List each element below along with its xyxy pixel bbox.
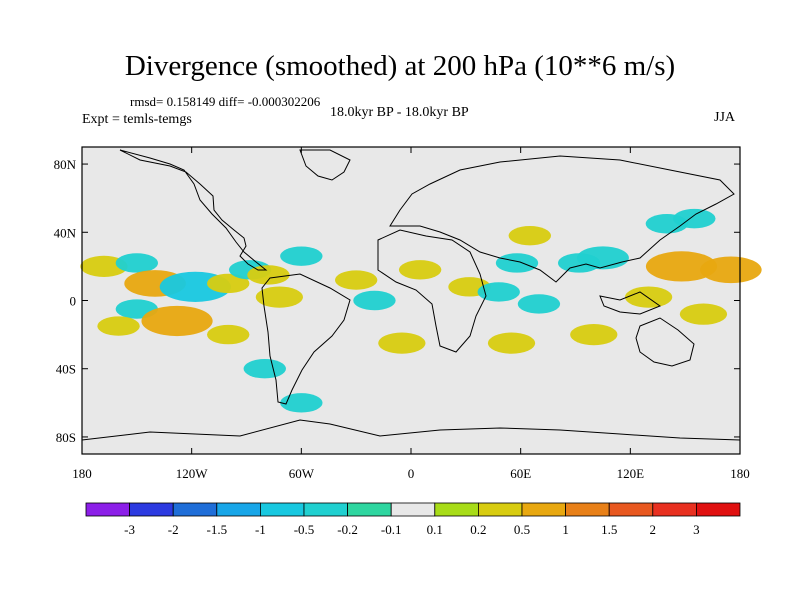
- anomaly-blob: [700, 256, 762, 284]
- anomaly-blob: [255, 286, 303, 308]
- colorbar-swatch: [565, 502, 610, 517]
- anomaly-blob: [247, 265, 290, 285]
- period-label: 18.0kyr BP - 18.0kyr BP: [330, 105, 469, 120]
- coastline-eurasia: [389, 155, 735, 283]
- anomaly-blob: [80, 255, 128, 277]
- coastline-south-america: [261, 273, 351, 405]
- x-tick-label: 0: [408, 466, 415, 481]
- anomaly-blob: [517, 294, 561, 314]
- anomaly-blob: [243, 359, 286, 379]
- colorbar-label: -3: [124, 522, 135, 537]
- colorbar-swatch: [696, 502, 741, 517]
- anomaly-blob: [625, 286, 673, 308]
- y-tick-label: 0: [70, 294, 77, 309]
- chart-title: Divergence (smoothed) at 200 hPa (10**6 …: [124, 50, 676, 82]
- colorbar-swatch: [303, 502, 348, 517]
- anomaly-blob: [378, 332, 426, 354]
- colorbar-swatch: [129, 502, 174, 517]
- coastlines: [81, 149, 741, 441]
- coastline-maritime-continent: [599, 291, 662, 315]
- anomaly-blob: [398, 260, 442, 280]
- experiment-label: Expt = temls-temgs: [82, 112, 192, 127]
- colorbar-swatch: [259, 502, 305, 517]
- x-tick-label: 180: [72, 466, 92, 481]
- y-tick-label: 40S: [56, 362, 76, 377]
- anomaly-blob: [97, 316, 140, 336]
- colorbar-label: -2: [168, 522, 179, 537]
- anomaly-blob: [334, 270, 378, 290]
- colorbar-label: 3: [693, 522, 700, 537]
- colorbar-swatch: [652, 502, 697, 517]
- x-tick-label: 120W: [176, 466, 209, 481]
- colorbar-label: -0.5: [294, 522, 315, 537]
- colorbar-swatch: [434, 502, 479, 517]
- anomaly-blob: [115, 253, 159, 273]
- coastline-antarctica: [81, 419, 741, 441]
- y-tick-label: 80N: [54, 157, 77, 172]
- colorbar-swatch: [521, 502, 566, 517]
- anomaly-blob: [679, 303, 728, 325]
- coastline-greenland: [299, 149, 351, 181]
- anomaly-blob: [477, 282, 520, 302]
- colorbar-label: 1: [562, 522, 569, 537]
- colorbar-label: 1.5: [601, 522, 617, 537]
- x-tick-label: 60E: [510, 466, 531, 481]
- anomaly-blob: [576, 246, 629, 270]
- colorbar-label: -0.1: [381, 522, 402, 537]
- coastline-africa: [377, 229, 487, 353]
- colorbar-swatch: [85, 502, 130, 517]
- colorbar-swatch: [216, 502, 261, 517]
- colorbar-label: -1: [255, 522, 266, 537]
- anomaly-blob: [280, 246, 323, 266]
- x-tick-label: 120E: [617, 466, 645, 481]
- colorbar-label: 0.5: [514, 522, 530, 537]
- x-tick-label: 180: [730, 466, 750, 481]
- colorbar-label: -1.5: [207, 522, 228, 537]
- colorbar-swatch: [608, 502, 654, 517]
- anomaly-blob: [495, 253, 539, 273]
- season-label: JJA: [714, 110, 736, 125]
- coastline-australia: [635, 317, 695, 367]
- coastline-north-america: [119, 149, 268, 271]
- axes: 180 120W 60W 0 60E 120E 180 80N 40N 0 40S 80S: [54, 147, 750, 481]
- anomaly-blob: [353, 290, 396, 311]
- colorbar-label: 0.1: [427, 522, 443, 537]
- colorbar-label: -0.2: [337, 522, 358, 537]
- colorbar-swatch: [477, 502, 523, 517]
- colorbar-swatch: [172, 502, 218, 517]
- y-tick-label: 80S: [56, 430, 76, 445]
- stats-text: rmsd= 0.158149 diff= -0.000302206: [130, 94, 321, 109]
- anomaly-blob: [141, 305, 213, 337]
- y-tick-label: 40N: [54, 225, 77, 240]
- colorbar-swatch: [390, 502, 436, 517]
- map-panel: 180 120W 60W 0 60E 120E 180 80N 40N 0 40S 80S: [54, 146, 762, 481]
- anomaly-blob: [280, 393, 323, 413]
- anomaly-blob: [673, 208, 716, 229]
- anomaly-blob: [645, 251, 718, 282]
- colorbar-swatch: [347, 502, 392, 517]
- colorbar-label: 0.2: [470, 522, 486, 537]
- divergence-anomaly-layer: [80, 208, 762, 413]
- colorbar-label: 2: [650, 522, 657, 537]
- anomaly-blob: [207, 273, 250, 294]
- x-tick-label: 60W: [289, 466, 315, 481]
- anomaly-blob: [487, 332, 536, 354]
- anomaly-blob: [207, 324, 250, 345]
- anomaly-blob: [570, 324, 618, 346]
- colorbar: -3 -2 -1.5 -1 -0.5 -0.2 -0.1 0.1 0.2 0.5 1 1.5 2 3: [85, 502, 741, 537]
- anomaly-blob: [508, 225, 552, 246]
